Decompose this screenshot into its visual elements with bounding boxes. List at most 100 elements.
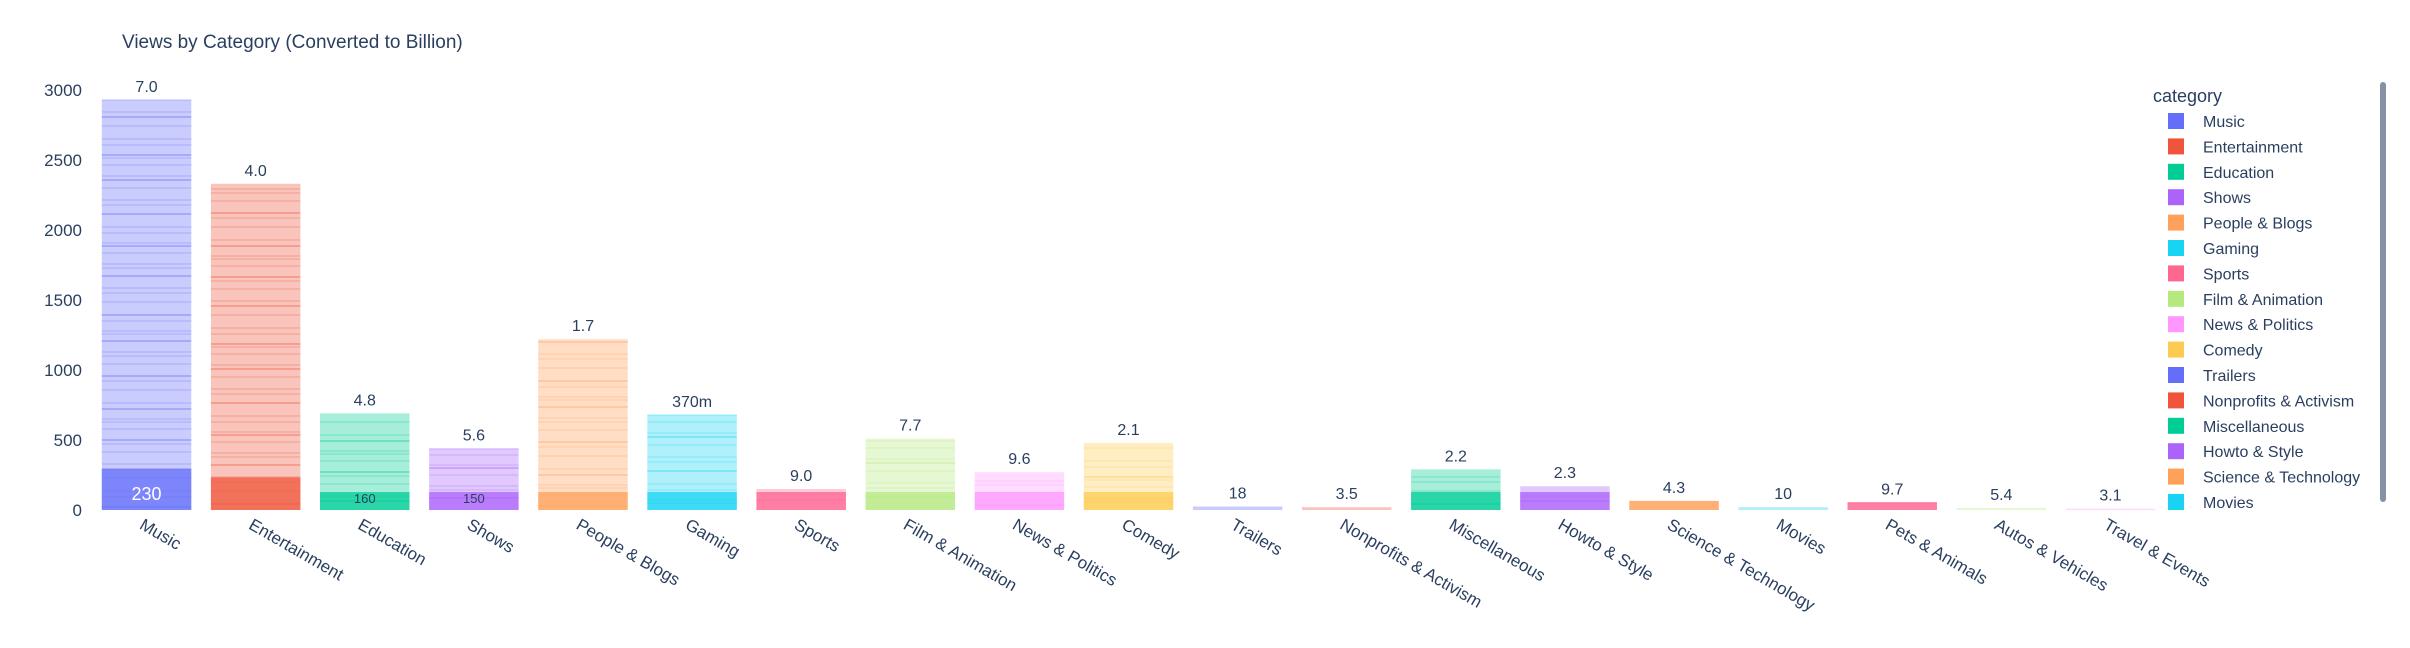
x-tick-label: Education: [355, 515, 430, 569]
x-tick-label: Trailers: [1228, 515, 1286, 559]
bar-base-segment: [974, 492, 1065, 510]
bar-group[interactable]: 9.6: [974, 451, 1065, 510]
bar[interactable]: [101, 99, 192, 511]
legend[interactable]: category Music Entertainment Education Shows…: [2153, 86, 2360, 512]
bar[interactable]: [1738, 507, 1828, 510]
bar-group[interactable]: 4.0: [210, 163, 301, 511]
bar-group[interactable]: 5.4: [1956, 487, 2047, 510]
bar-group[interactable]: 370m: [647, 394, 737, 510]
legend-swatch: [2168, 138, 2184, 155]
bar-group[interactable]: 2.2: [1411, 448, 1501, 510]
bars[interactable]: 7.0 230 4.0 4.8 160 5.6 150 1.7 370m 9.0 7.7 9.6 2.1…: [101, 79, 2156, 511]
bar-top-label: 3.5: [1336, 486, 1358, 503]
bar-group[interactable]: 7.0 230: [101, 79, 192, 511]
bar-top-label: 5.4: [1990, 487, 2012, 504]
bar-top-label: 4.0: [245, 163, 267, 180]
legend-item[interactable]: Comedy: [2168, 341, 2263, 360]
bar-bottom-label: 230: [132, 484, 162, 504]
legend-swatch: [2168, 240, 2184, 256]
legend-swatch: [2168, 392, 2184, 409]
legend-label: News & Politics: [2203, 317, 2313, 334]
legend-label: Nonprofits & Activism: [2203, 393, 2354, 410]
bar-bottom-label: 150: [463, 491, 485, 506]
legend-item[interactable]: Miscellaneous: [2168, 417, 2304, 436]
legend-swatch: [2168, 214, 2184, 231]
bar-top-label: 7.7: [899, 418, 921, 435]
bar-group[interactable]: 4.3: [1629, 480, 1719, 510]
bar-group[interactable]: 9.7: [1847, 481, 1937, 510]
legend-item[interactable]: Gaming: [2168, 240, 2259, 258]
y-tick-label: 3000: [44, 81, 82, 100]
bar[interactable]: [538, 339, 628, 510]
bar-segment-lines: [865, 440, 956, 498]
y-tick-label: 0: [73, 501, 82, 520]
x-tick-label: Pets & Animals: [1882, 515, 1991, 589]
bar-bottom-label: 160: [354, 491, 376, 506]
y-tick-label: 2000: [44, 221, 82, 240]
bar-group[interactable]: 10: [1738, 486, 1828, 510]
bar-group[interactable]: 1.7: [538, 318, 628, 510]
legend-item[interactable]: People & Blogs: [2168, 214, 2312, 233]
bar-top-label: 9.0: [790, 468, 812, 485]
legend-swatch: [2168, 290, 2184, 307]
bar-top-label: 1.7: [572, 318, 594, 335]
legend-item[interactable]: Film & Animation: [2168, 290, 2323, 309]
bar-group[interactable]: 3.5: [1301, 486, 1392, 510]
bar[interactable]: [210, 183, 301, 511]
bar-top-label: 5.6: [463, 427, 485, 444]
bar-top-label: 18: [1229, 486, 1247, 503]
legend-item[interactable]: Movies: [2168, 494, 2254, 512]
legend-scrollbar[interactable]: [2380, 82, 2386, 502]
legend-label: Entertainment: [2203, 139, 2303, 156]
bar-base-segment: [1520, 492, 1610, 510]
legend-label: Movies: [2203, 495, 2254, 512]
chart-title: Views by Category (Converted to Billion): [122, 32, 463, 53]
legend-label: Comedy: [2203, 343, 2263, 360]
legend-item[interactable]: Sports: [2168, 265, 2249, 283]
legend-swatch: [2168, 341, 2184, 358]
bar-group[interactable]: 2.3: [1520, 465, 1610, 510]
legend-item[interactable]: Education: [2168, 163, 2274, 182]
legend-swatch: [2168, 189, 2184, 206]
bar-group[interactable]: 7.7: [865, 418, 956, 510]
legend-item[interactable]: Music: [2168, 113, 2245, 131]
bar[interactable]: [2065, 508, 2156, 511]
bar-top-label: 2.3: [1554, 465, 1576, 482]
x-tick-label: Howto & Style: [1555, 515, 1657, 585]
bar-base-segment: [756, 492, 846, 510]
legend-item[interactable]: Howto & Style: [2168, 443, 2304, 461]
y-tick-label: 2500: [44, 151, 82, 170]
bar-group[interactable]: 9.0: [756, 468, 846, 510]
bar-group[interactable]: 4.8 160: [320, 392, 410, 510]
bar-group[interactable]: 18: [1192, 486, 1283, 511]
legend-item[interactable]: Shows: [2168, 189, 2251, 207]
x-tick-label: Music: [137, 515, 185, 554]
bar[interactable]: [1301, 507, 1392, 510]
bar-base-segment: [1629, 500, 1719, 510]
bar-group[interactable]: 3.1: [2065, 488, 2156, 511]
bar-base-segment: [538, 492, 628, 510]
x-tick-label: Gaming: [682, 515, 743, 561]
x-tick-label: Sports: [791, 515, 843, 556]
bar-group[interactable]: 2.1: [1083, 422, 1174, 510]
legend-label: Shows: [2203, 190, 2251, 207]
bar-base-segment: [1083, 492, 1174, 510]
legend-item[interactable]: Science & Technology: [2168, 468, 2360, 487]
bar-top-label: 2.2: [1445, 448, 1467, 465]
legend-item[interactable]: Trailers: [2168, 367, 2256, 385]
bar-base-segment: [429, 492, 519, 510]
legend-label: Science & Technology: [2203, 470, 2360, 487]
x-tick-label: Comedy: [1119, 515, 1184, 563]
legend-item[interactable]: Entertainment: [2168, 138, 2303, 156]
y-axis: 0 500 1000 1500 2000 2500 3000: [44, 81, 82, 520]
bar-group[interactable]: 5.6 150: [429, 427, 519, 510]
legend-item[interactable]: Nonprofits & Activism: [2168, 392, 2354, 410]
legend-swatch: [2168, 163, 2184, 180]
bar[interactable]: [1192, 506, 1283, 511]
bar[interactable]: [1956, 507, 2047, 510]
legend-swatch: [2168, 113, 2184, 129]
legend-label: Film & Animation: [2203, 292, 2323, 309]
legend-item[interactable]: News & Politics: [2168, 316, 2313, 334]
bar-top-label: 9.7: [1881, 481, 1903, 498]
